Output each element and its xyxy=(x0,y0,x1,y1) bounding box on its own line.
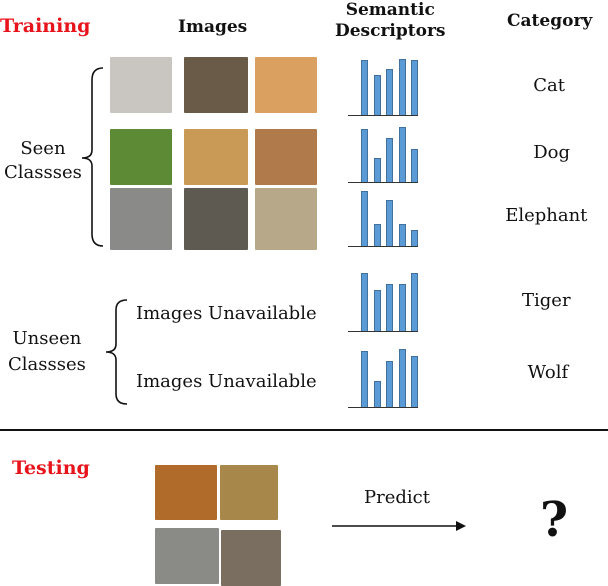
descriptor-bar xyxy=(411,273,418,332)
chart-baseline xyxy=(348,246,418,247)
descriptor-bar xyxy=(373,157,381,183)
descriptor-bar xyxy=(373,381,381,408)
descriptor-bar xyxy=(386,69,393,116)
category-label: Tiger xyxy=(522,290,571,311)
descriptor-bar xyxy=(398,349,406,408)
image-cat-3 xyxy=(255,57,317,113)
category-header: Category xyxy=(507,11,593,31)
category-label: Dog xyxy=(533,142,570,163)
descriptor-chart-cat xyxy=(348,57,418,116)
category-label: Cat xyxy=(533,75,565,96)
descriptor-bar xyxy=(373,289,381,332)
descriptor-bar xyxy=(398,283,406,332)
descriptor-bar xyxy=(411,60,418,116)
testing-label: Testing xyxy=(12,457,90,479)
descriptor-bar xyxy=(361,273,368,332)
unseen-classes-label: Unseen Classses xyxy=(8,328,86,375)
images-unavailable-label: Images Unavailable xyxy=(136,371,317,392)
descriptor-bar xyxy=(361,128,368,183)
test-image-tiger-2 xyxy=(220,465,278,520)
predict-label: Predict xyxy=(364,487,430,508)
images-unavailable-label: Images Unavailable xyxy=(136,303,317,324)
image-dog-2 xyxy=(184,129,248,185)
descriptor-chart-wolf xyxy=(348,347,418,408)
image-cat-1 xyxy=(110,57,172,113)
unknown-category: ? xyxy=(540,492,569,548)
category-label: Wolf xyxy=(527,362,569,383)
descriptor-bar xyxy=(361,60,368,116)
descriptor-bar xyxy=(386,283,393,332)
test-image-wolf-2 xyxy=(221,530,281,586)
descriptor-chart-tiger xyxy=(348,271,418,332)
chart-baseline xyxy=(348,182,418,183)
image-cat-2 xyxy=(184,57,248,113)
chart-baseline xyxy=(348,331,418,332)
descriptor-bar xyxy=(361,191,368,247)
image-dog-3 xyxy=(255,129,317,185)
descriptor-bar xyxy=(411,356,418,408)
descriptor-chart-dog xyxy=(348,125,418,183)
descriptor-bar xyxy=(361,350,368,408)
descriptor-chart-elephant xyxy=(348,189,418,247)
descriptor-bar xyxy=(398,224,406,247)
descriptor-bar xyxy=(411,230,418,247)
chart-baseline xyxy=(348,407,418,408)
chart-baseline xyxy=(348,115,418,116)
descriptor-bar xyxy=(386,138,393,183)
descriptor-bar xyxy=(386,199,393,247)
test-image-wolf-1 xyxy=(155,528,219,584)
seen-classes-label: Seen Classses xyxy=(4,138,82,183)
image-elephant-1 xyxy=(110,188,172,250)
test-image-tiger-1 xyxy=(155,465,217,520)
image-elephant-3 xyxy=(255,188,317,250)
descriptor-bar xyxy=(373,224,381,247)
image-elephant-2 xyxy=(184,188,248,250)
category-label: Elephant xyxy=(505,205,588,226)
descriptors-header: Semantic Descriptors xyxy=(335,0,446,41)
images-header: Images xyxy=(178,17,248,37)
descriptor-bar xyxy=(386,360,393,408)
descriptor-bar xyxy=(373,74,381,116)
descriptor-bar xyxy=(398,59,406,116)
training-label: Training xyxy=(0,15,91,37)
descriptor-bar xyxy=(398,127,406,183)
image-dog-1 xyxy=(110,129,172,185)
descriptor-bar xyxy=(411,149,418,183)
